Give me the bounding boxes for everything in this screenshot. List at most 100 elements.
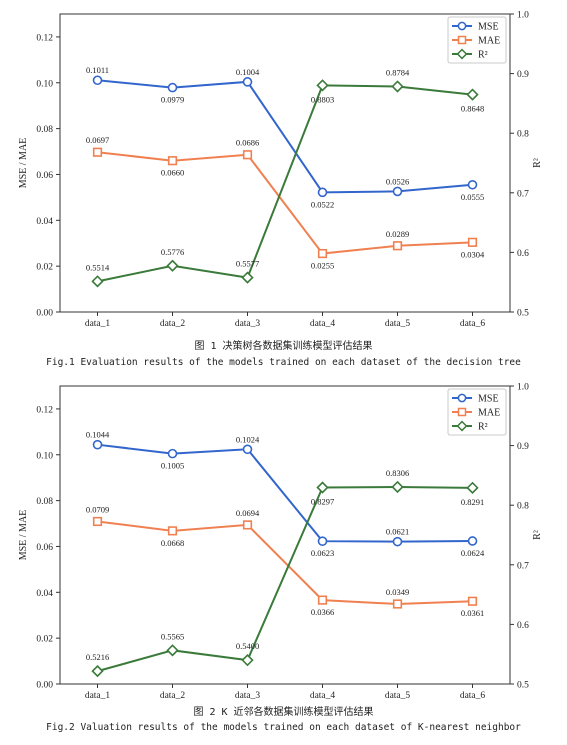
y-tick-label: 0.08 xyxy=(36,497,53,507)
data-label: 0.0289 xyxy=(386,229,409,239)
y2-tick-label: 0.9 xyxy=(517,442,529,452)
data-point xyxy=(92,439,103,450)
data-point xyxy=(392,536,403,547)
data-label: 0.0694 xyxy=(236,508,260,518)
data-label: 0.1005 xyxy=(161,461,184,471)
data-label: 0.8297 xyxy=(311,496,334,506)
legend-marker xyxy=(456,48,468,60)
y-tick-label: 0.02 xyxy=(36,635,53,645)
data-label: 0.5216 xyxy=(86,652,109,662)
x-tick-label: data_2 xyxy=(160,691,186,701)
data-point xyxy=(91,275,104,288)
x-tick-label: data_6 xyxy=(460,691,486,701)
x-tick-label: data_2 xyxy=(160,319,186,329)
data-point xyxy=(92,147,103,157)
y-tick-label: 0.12 xyxy=(36,405,53,415)
data-point xyxy=(167,526,178,536)
y-tick-label: 0.06 xyxy=(36,171,53,181)
data-point xyxy=(167,448,178,459)
data-point xyxy=(467,179,478,190)
data-point xyxy=(167,82,178,93)
data-label: 0.8291 xyxy=(461,497,484,507)
y-tick-label: 0.04 xyxy=(36,589,53,599)
data-point xyxy=(242,444,253,455)
series-line-circle xyxy=(97,443,473,543)
y2-tick-label: 0.8 xyxy=(517,130,529,140)
data-label: 0.0349 xyxy=(386,587,409,597)
data-label: 0.0709 xyxy=(86,504,109,514)
y-axis-label: MSE / MAE xyxy=(18,510,29,561)
data-label: 0.0255 xyxy=(311,261,334,271)
legend-label: MSE xyxy=(478,394,499,405)
y2-tick-label: 0.7 xyxy=(517,189,529,199)
data-label: 0.1004 xyxy=(236,67,260,77)
data-label: 0.0686 xyxy=(236,138,259,148)
figure-1-caption-cn: 图 1 决策树各数据集训练模型评估结果 xyxy=(194,341,373,352)
data-point xyxy=(242,77,253,87)
legend-label: MAE xyxy=(478,36,500,47)
data-point xyxy=(392,186,403,197)
data-label: 0.0621 xyxy=(386,527,409,537)
y2-tick-label: 0.6 xyxy=(517,621,529,631)
figure-2-caption-en: Fig.2 Valuation results of the models tr… xyxy=(46,722,521,733)
data-point xyxy=(317,187,328,198)
series-line-circle xyxy=(97,79,473,194)
x-tick-label: data_5 xyxy=(385,319,411,329)
data-label: 0.5514 xyxy=(86,262,110,272)
y2-tick-label: 0.7 xyxy=(517,561,529,571)
data-label: 0.1044 xyxy=(86,430,110,440)
series-line-square xyxy=(97,520,473,605)
data-point xyxy=(392,599,403,609)
legend-marker xyxy=(457,407,467,417)
y2-tick-label: 1.0 xyxy=(517,11,529,21)
data-label: 0.8803 xyxy=(311,94,334,104)
data-label: 0.8784 xyxy=(386,67,410,77)
data-point xyxy=(242,520,253,530)
legend-marker xyxy=(457,35,467,45)
legend-label: MSE xyxy=(478,22,499,33)
data-point xyxy=(467,536,478,546)
y2-tick-label: 0.6 xyxy=(517,249,529,259)
y2-tick-label: 0.5 xyxy=(517,309,529,319)
data-label: 0.5400 xyxy=(236,641,259,651)
y2-axis-label: R² xyxy=(532,158,543,168)
y-tick-label: 0.10 xyxy=(36,79,53,89)
y-tick-label: 0.00 xyxy=(36,309,53,319)
data-label: 0.5776 xyxy=(161,247,184,257)
data-label: 0.0979 xyxy=(161,95,184,105)
data-label: 0.0668 xyxy=(161,538,184,548)
data-label: 0.8648 xyxy=(461,104,484,114)
data-point xyxy=(241,271,254,284)
data-point xyxy=(166,644,179,657)
legend-marker xyxy=(457,21,467,31)
x-tick-label: data_6 xyxy=(460,319,486,329)
x-tick-label: data_5 xyxy=(385,691,411,701)
data-point xyxy=(241,654,254,667)
y-tick-label: 0.02 xyxy=(36,263,53,273)
data-point xyxy=(391,480,404,494)
y-tick-label: 0.12 xyxy=(36,33,53,43)
data-point xyxy=(466,88,479,101)
legend-label: R² xyxy=(478,50,488,61)
data-point xyxy=(392,241,403,251)
y-tick-label: 0.04 xyxy=(36,217,53,227)
data-label: 0.5577 xyxy=(236,259,259,269)
legend-label: MAE xyxy=(478,408,500,419)
data-label: 0.5565 xyxy=(161,631,184,641)
data-label: 0.1011 xyxy=(86,65,109,75)
data-point xyxy=(391,80,404,93)
data-label: 0.0522 xyxy=(311,199,334,209)
data-label: 0.0624 xyxy=(461,548,485,558)
y2-tick-label: 1.0 xyxy=(517,383,529,393)
data-point xyxy=(92,75,103,86)
series-line-diamond xyxy=(97,485,473,673)
data-point xyxy=(317,536,328,546)
data-point xyxy=(316,481,329,494)
series-line-square xyxy=(97,151,473,255)
data-label: 0.0366 xyxy=(311,607,334,617)
figure-2-caption-cn: 图 2 K 近邻各数据集训练模型评估结果 xyxy=(193,707,374,718)
data-label: 0.0526 xyxy=(386,176,409,186)
series-line-diamond xyxy=(97,84,473,283)
data-point xyxy=(316,79,329,92)
plot-frame xyxy=(59,13,511,313)
